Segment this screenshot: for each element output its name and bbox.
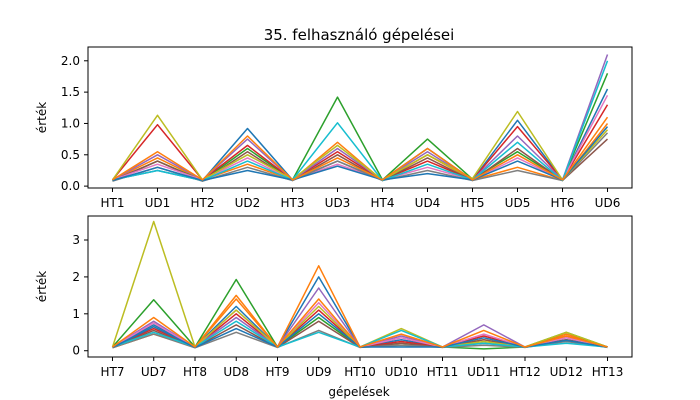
x-tick-label: HT8 (183, 365, 207, 379)
bottom-panel: HT7 UD7 HT8 UD8 HT9 UD9 HT10 UD10 HT11 UD11 HT12 UD… (35, 215, 633, 379)
series-line-11 (112, 126, 609, 182)
x-tick-label: UD6 (595, 196, 621, 210)
x-tick-label: UD3 (325, 196, 351, 210)
x-tick-label: UD2 (235, 196, 261, 210)
x-tick-label: HT11 (427, 365, 459, 379)
y-tick-label: 0 (72, 344, 80, 358)
x-tick-label: HT12 (509, 365, 541, 379)
x-tick-label: HT10 (344, 365, 376, 379)
y-tick-label: 1.0 (61, 116, 80, 130)
x-tick-label: HT9 (265, 365, 289, 379)
x-tick-label: UD1 (145, 196, 171, 210)
x-tick-label: HT2 (190, 196, 214, 210)
y-tick-label: 0.5 (61, 148, 80, 162)
x-tick-label: HT1 (100, 196, 124, 210)
top-panel: HT1 UD1 HT2 UD2 HT3 UD3 HT4 UD4 HT5 UD5 HT6 UD6 0.0 0… (35, 46, 633, 210)
x-tick-label: UD5 (505, 196, 531, 210)
y-tick-label: 2 (72, 270, 80, 284)
series-line-12 (112, 298, 608, 348)
x-tick-label: HT13 (592, 365, 624, 379)
series-line-4 (111, 104, 609, 181)
series-line-9 (111, 110, 609, 181)
y-tick-label: 1.5 (61, 85, 80, 99)
figure-title: 35. felhasználó gépelései (264, 26, 455, 44)
y-tick-label: 1 (72, 307, 80, 321)
series-line-7 (112, 94, 609, 181)
x-tick-label: UD7 (141, 365, 167, 379)
x-tick-label: HT7 (100, 365, 124, 379)
x-tick-label: HT3 (280, 196, 304, 210)
y-tick-label: 0.0 (61, 179, 80, 193)
y-axis-label: érték (35, 102, 49, 133)
y-tick-label: 2.0 (61, 54, 80, 68)
x-tick-label: UD11 (467, 365, 500, 379)
series-line-12 (112, 116, 609, 181)
x-tick-label: UD12 (550, 365, 583, 379)
x-tick-label: UD4 (415, 196, 441, 210)
x-axis-label: gépelések (328, 385, 389, 399)
x-tick-label: UD9 (306, 365, 332, 379)
x-tick-label: HT5 (461, 196, 485, 210)
x-tick-label: UD8 (223, 365, 249, 379)
plot-frame (87, 46, 633, 189)
x-tick-label: UD10 (385, 365, 418, 379)
y-tick-label: 3 (72, 233, 80, 247)
x-tick-label: HT6 (551, 196, 575, 210)
y-axis-label: érték (35, 271, 49, 302)
x-tick-label: HT4 (371, 196, 395, 210)
